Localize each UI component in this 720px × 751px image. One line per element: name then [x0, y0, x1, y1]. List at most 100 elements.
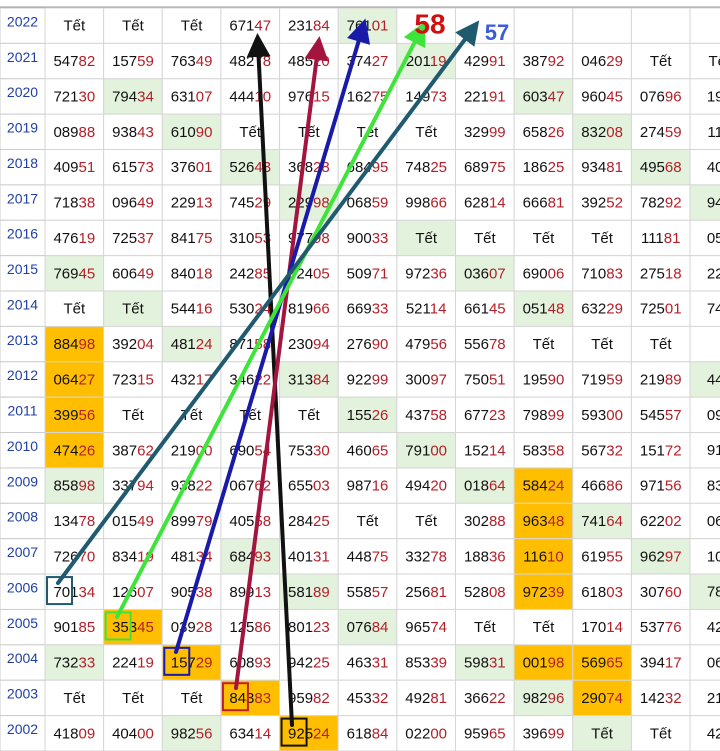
cell — [279, 538, 339, 575]
cell — [630, 42, 691, 80]
cell — [689, 113, 720, 151]
cell — [572, 290, 632, 327]
cell — [630, 149, 691, 186]
cell — [513, 679, 574, 717]
cell-number: 65826 — [523, 124, 565, 141]
cell-number: 95965 — [464, 725, 506, 742]
cell-number: 12586 — [229, 619, 271, 636]
cell-number: 01549 — [112, 513, 154, 530]
cell-number: 424 — [707, 725, 720, 742]
cell — [161, 78, 222, 115]
cell-number: Tết — [533, 336, 556, 353]
cell-number: 95982 — [288, 690, 330, 707]
cell — [337, 396, 398, 434]
cell-number: 93481 — [581, 159, 623, 176]
cell-number: 40951 — [53, 159, 95, 176]
year-cell — [0, 467, 46, 504]
cell — [396, 644, 456, 681]
cell-number: Tết — [122, 18, 145, 35]
cell-number: 83208 — [581, 124, 623, 141]
cell-number: 47426 — [53, 442, 95, 459]
cell-number: 41809 — [53, 725, 95, 742]
cell — [103, 396, 163, 434]
cell-number: Tết — [474, 619, 497, 636]
cell — [337, 679, 398, 717]
cell-number: 90185 — [53, 619, 95, 636]
cell — [396, 467, 456, 504]
cell — [572, 608, 632, 646]
cell-number: 03607 — [464, 265, 506, 282]
cell-number: 20119 — [406, 53, 447, 70]
annotation: 57 — [485, 20, 509, 45]
cell-number: 94225 — [288, 654, 330, 671]
cell — [689, 7, 720, 44]
cell-number: Tết — [415, 513, 438, 530]
year-label: 2006 — [7, 579, 38, 595]
cell-number: Tết — [181, 18, 204, 35]
cell-number: 03928 — [171, 619, 213, 636]
cell-number: 71959 — [581, 371, 623, 388]
cell-number: 79100 — [405, 442, 447, 459]
cell — [689, 573, 720, 610]
cell-number: Tết — [239, 124, 262, 141]
cell-number: 68975 — [464, 159, 506, 176]
cell — [513, 432, 574, 469]
cell-number: Tết — [650, 53, 673, 70]
cell-number: 90538 — [171, 584, 213, 601]
cell-number: 18836 — [464, 548, 506, 565]
cell — [279, 361, 339, 398]
cell — [630, 113, 691, 151]
cell-number: 14232 — [640, 690, 682, 707]
cell-number: 48124 — [171, 336, 213, 353]
cell — [161, 715, 222, 751]
cell — [454, 396, 515, 434]
cell-number: 23184 — [288, 18, 330, 35]
cell — [572, 432, 632, 469]
cell — [454, 290, 515, 327]
cell-number: 85339 — [405, 654, 447, 671]
cell — [44, 113, 105, 151]
cell-number: 07696 — [640, 88, 682, 105]
cell-number: 53776 — [640, 619, 682, 636]
cell-number: 63414 — [229, 725, 271, 742]
cell — [220, 502, 281, 540]
year-label: 2003 — [7, 686, 38, 702]
cell — [572, 42, 632, 80]
cell-number: 97239 — [523, 584, 565, 601]
cell — [103, 290, 163, 327]
cell-number: 56965 — [581, 654, 623, 671]
cell-number: 103 — [707, 548, 720, 565]
cell — [689, 290, 720, 327]
cell — [44, 432, 105, 469]
cell-number: 58424 — [523, 478, 565, 495]
cell — [513, 644, 574, 681]
arrow — [115, 21, 426, 619]
cell-number: Tết — [650, 336, 673, 353]
cell-number: 76945 — [53, 265, 95, 282]
cell — [513, 78, 574, 115]
cell — [630, 290, 691, 327]
cell-number: 52114 — [406, 301, 447, 318]
cell — [572, 538, 632, 575]
cell-number: 93843 — [112, 124, 154, 141]
cell — [513, 573, 574, 610]
cell-number: 45332 — [347, 690, 389, 707]
cell-number: 76101 — [347, 18, 389, 35]
cell — [572, 396, 632, 434]
cell — [630, 361, 691, 398]
cell-number: Tết — [357, 513, 380, 530]
cell — [513, 255, 574, 292]
cell — [689, 325, 720, 363]
cell-number: 75330 — [288, 442, 330, 459]
cell-number: Tết — [709, 53, 720, 70]
cell-number: 48278 — [229, 53, 271, 70]
cell — [44, 325, 105, 363]
cell-number: 22998 — [288, 195, 330, 212]
cell-number: 66681 — [523, 195, 565, 212]
cell — [630, 325, 691, 363]
cell-number: 88498 — [53, 336, 95, 353]
cell-number: 02200 — [405, 725, 447, 742]
cell — [279, 325, 339, 363]
cell-number: 11610 — [523, 548, 564, 565]
cell-number: 00198 — [523, 654, 565, 671]
